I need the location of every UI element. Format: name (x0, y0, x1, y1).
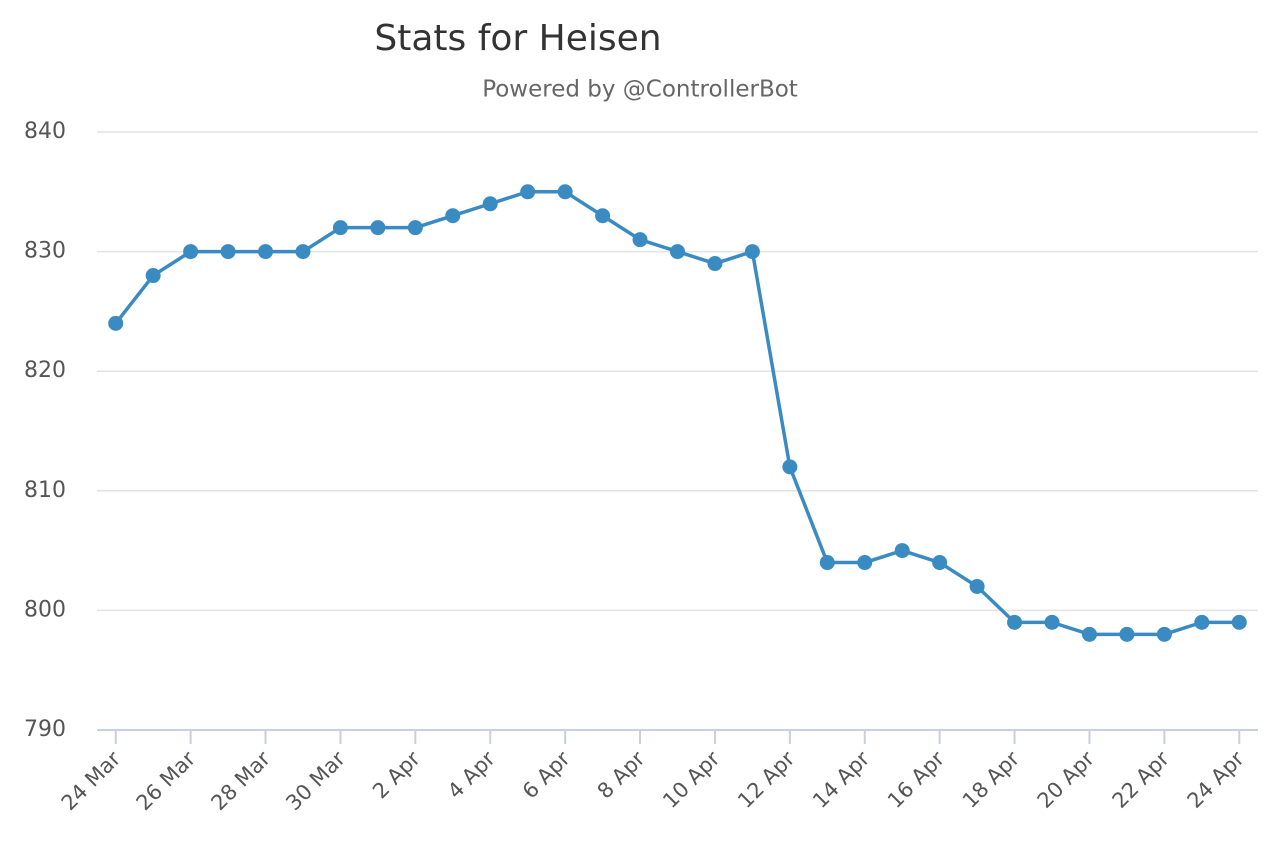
point (370, 220, 386, 236)
x-tick-label: 12 Apr (733, 746, 800, 813)
point (108, 315, 124, 331)
point (744, 244, 760, 260)
x-tick-label: 24 Apr (1183, 746, 1250, 813)
x-tick-label: 8 Apr (593, 746, 650, 803)
point (482, 196, 498, 212)
x-tick-label: 4 Apr (443, 746, 500, 803)
point (857, 555, 873, 571)
chart-title: Stats for Heisen (374, 18, 661, 59)
y-tick-label: 830 (24, 239, 66, 264)
point (969, 578, 985, 594)
point (1194, 614, 1210, 630)
point (332, 220, 348, 236)
point (258, 244, 274, 260)
point (145, 268, 161, 284)
x-tick-label: 16 Apr (883, 746, 950, 813)
point (1156, 626, 1172, 642)
x-tick-label: 28 Mar (206, 746, 275, 815)
x-tick-label: 26 Mar (132, 746, 201, 815)
x-tick-label: 14 Apr (808, 746, 875, 813)
point (220, 244, 236, 260)
point (894, 543, 910, 559)
y-tick-label: 840 (24, 119, 66, 144)
chart-subtitle: Powered by @ControllerBot (482, 77, 798, 103)
y-tick-label: 790 (24, 717, 66, 742)
point (445, 208, 461, 224)
point (707, 256, 723, 272)
point (1081, 626, 1097, 642)
x-tick-label: 18 Apr (958, 746, 1025, 813)
x-tick-label: 24 Mar (57, 746, 126, 815)
point (670, 244, 685, 260)
point (1119, 626, 1135, 642)
point (295, 244, 311, 260)
point (1231, 614, 1247, 630)
x-tick-label: 2 Apr (368, 746, 425, 803)
y-tick-label: 800 (24, 597, 66, 622)
x-tick-label: 20 Apr (1033, 746, 1100, 813)
point (557, 184, 573, 200)
point (819, 555, 835, 571)
y-tick-label: 820 (24, 358, 66, 383)
point (632, 232, 648, 248)
point (782, 459, 798, 475)
x-tick-label: 6 Apr (518, 746, 575, 803)
point (932, 555, 948, 571)
point (595, 208, 611, 224)
y-tick-label: 810 (24, 478, 66, 503)
x-tick-label: 10 Apr (658, 746, 725, 813)
point (183, 244, 199, 260)
point (407, 220, 423, 236)
point (1007, 614, 1023, 630)
x-tick-label: 30 Mar (281, 746, 350, 815)
point (520, 184, 536, 200)
x-tick-label: 22 Apr (1108, 746, 1175, 813)
point (1044, 614, 1060, 630)
